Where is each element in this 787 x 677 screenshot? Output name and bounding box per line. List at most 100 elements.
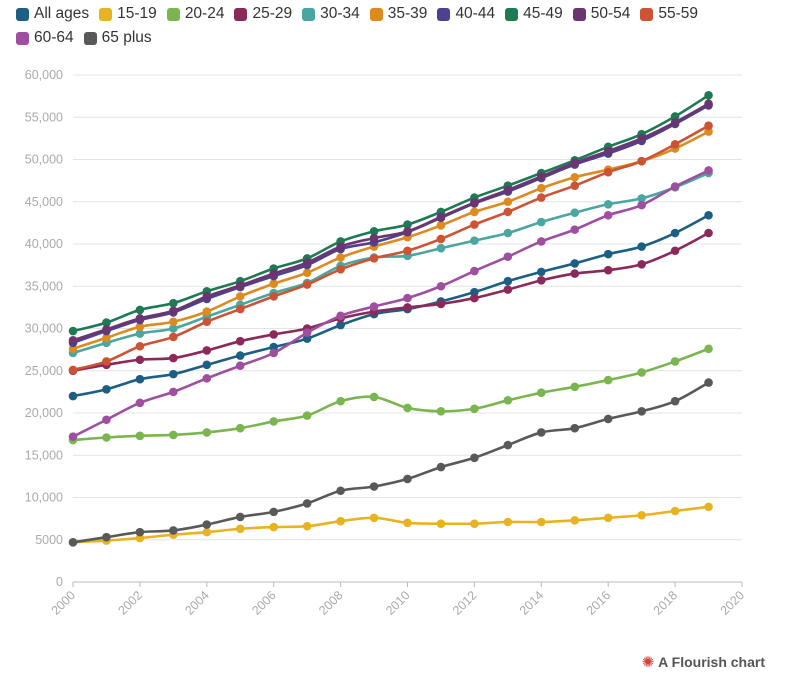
legend-label: 30-34 (320, 5, 360, 22)
data-point (403, 246, 412, 256)
data-point (169, 387, 178, 397)
data-point (68, 432, 78, 441)
x-tick-label: 2014 (517, 588, 547, 618)
data-point (336, 516, 345, 526)
data-point (135, 329, 145, 338)
flourish-credit-link[interactable]: ✺ A Flourish chart (642, 653, 765, 671)
y-tick-label: 55,000 (25, 110, 63, 124)
data-point (470, 287, 479, 297)
data-point (135, 314, 145, 323)
x-tick-label: 2006 (249, 588, 279, 618)
y-tick-label: 5000 (35, 533, 63, 547)
data-point (603, 249, 613, 259)
data-point (403, 474, 412, 484)
data-point (603, 513, 613, 523)
y-tick-label: 35,000 (25, 279, 63, 293)
legend-item[interactable]: 40-44 (437, 5, 495, 23)
data-point (102, 357, 111, 366)
data-point (336, 242, 345, 251)
data-point (403, 293, 412, 303)
data-point (269, 279, 279, 289)
data-point (704, 166, 713, 175)
data-point (436, 234, 446, 244)
legend-swatch (505, 7, 519, 21)
data-point (302, 334, 312, 343)
data-point (570, 225, 580, 234)
data-point (336, 311, 345, 321)
y-tick-label: 0 (56, 575, 63, 589)
data-point (637, 407, 646, 416)
data-point (102, 415, 111, 425)
x-tick-label: 2012 (450, 588, 480, 618)
legend-item[interactable]: 25-29 (234, 5, 292, 23)
data-point (570, 423, 580, 433)
data-point (302, 280, 312, 289)
x-tick-label: 2004 (182, 588, 212, 618)
data-point (169, 353, 178, 363)
data-point (202, 317, 212, 327)
data-point (135, 431, 145, 441)
data-point (670, 118, 680, 127)
data-point (570, 181, 580, 190)
data-point (235, 512, 245, 522)
data-point (637, 156, 646, 166)
data-point (369, 227, 379, 236)
data-point (269, 292, 279, 301)
data-point (637, 259, 646, 269)
data-point (470, 236, 479, 245)
data-point (102, 318, 111, 327)
data-point (202, 374, 212, 383)
legend-item[interactable]: 45-49 (505, 5, 563, 23)
x-tick-label: 2010 (383, 588, 413, 618)
series-line (71, 124, 710, 372)
data-point (670, 182, 680, 191)
data-point (436, 299, 446, 309)
data-point (68, 336, 78, 345)
data-point (470, 453, 479, 463)
chart-legend: All ages 15-19 20-24 25-29 30-34 35-39 40-44 45… (16, 5, 756, 47)
legend-item[interactable]: 60-64 (16, 29, 74, 47)
data-point (704, 210, 713, 220)
data-point (169, 430, 178, 440)
data-point (537, 172, 546, 181)
legend-label: 50-54 (590, 5, 631, 22)
legend-item[interactable]: 35-39 (369, 5, 427, 23)
credit-text: A Flourish chart (658, 654, 765, 670)
data-point (169, 298, 178, 308)
legend-item[interactable]: All ages (16, 5, 89, 23)
legend-item[interactable]: 55-59 (640, 5, 698, 23)
data-point (637, 134, 646, 143)
data-point (436, 281, 446, 291)
data-point (302, 258, 312, 267)
data-point (537, 183, 546, 193)
data-point (369, 233, 379, 243)
y-tick-label: 45,000 (25, 195, 63, 209)
data-point (503, 276, 513, 286)
data-point (102, 333, 111, 343)
legend-label: 15-19 (117, 5, 157, 22)
data-point (202, 292, 212, 301)
data-point (570, 269, 580, 278)
data-point (537, 276, 546, 285)
data-point (302, 521, 312, 531)
legend-item[interactable]: 20-24 (166, 5, 224, 23)
legend-item[interactable]: 30-34 (302, 5, 360, 23)
data-point (269, 269, 279, 278)
data-point (336, 396, 345, 406)
data-point (537, 237, 546, 246)
legend-item[interactable]: 50-54 (572, 5, 631, 23)
data-point (169, 526, 178, 535)
data-point (670, 506, 680, 516)
data-point (202, 307, 212, 316)
data-point (603, 265, 613, 275)
series-line (71, 130, 710, 351)
legend-swatch (572, 7, 586, 21)
data-point (235, 336, 245, 346)
legend-item[interactable]: 65 plus (83, 29, 152, 47)
legend-item[interactable]: 15-19 (99, 5, 157, 23)
data-point (603, 199, 613, 209)
data-point (336, 265, 345, 274)
data-point (235, 304, 245, 314)
series-group (68, 344, 713, 445)
data-point (135, 398, 145, 408)
